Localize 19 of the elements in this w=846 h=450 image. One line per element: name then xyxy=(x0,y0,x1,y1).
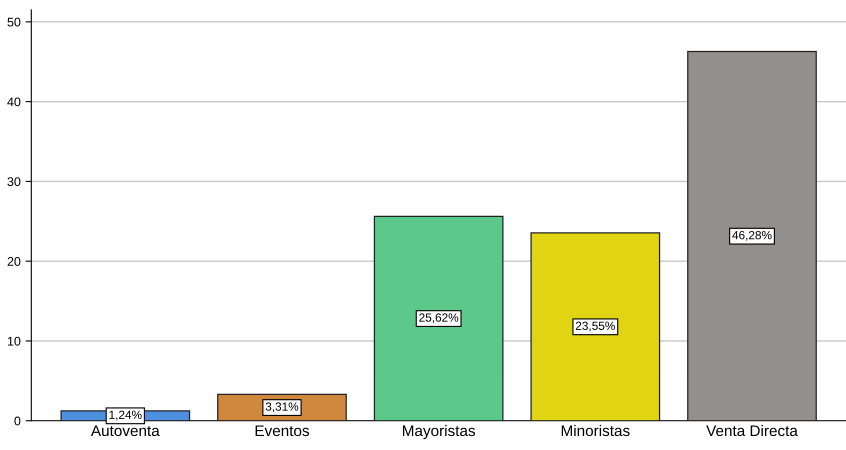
data-label: 1,24% xyxy=(109,410,142,420)
y-tick-label: 0 xyxy=(14,416,20,426)
bar xyxy=(687,50,817,421)
x-tick-label: Mayoristas xyxy=(402,424,476,440)
x-tick-label: Venta Directa xyxy=(706,424,798,436)
x-tick-label: Eventos xyxy=(256,425,310,436)
data-label: 46,28% xyxy=(732,230,772,241)
bar xyxy=(530,232,660,421)
data-label: 3,31% xyxy=(266,402,298,412)
bar xyxy=(374,216,504,421)
y-tick-label: 30 xyxy=(7,177,20,186)
y-tick-label: 50 xyxy=(7,18,20,27)
data-label: 23,55% xyxy=(576,322,615,332)
y-tick-label: 40 xyxy=(7,97,20,106)
y-tick-label: 20 xyxy=(8,256,20,266)
x-tick-label: Minoristas xyxy=(562,424,630,436)
y-tick-label: 10 xyxy=(8,336,20,346)
data-label: 25,62% xyxy=(419,313,458,324)
x-tick-label: Autoventa xyxy=(90,425,160,436)
